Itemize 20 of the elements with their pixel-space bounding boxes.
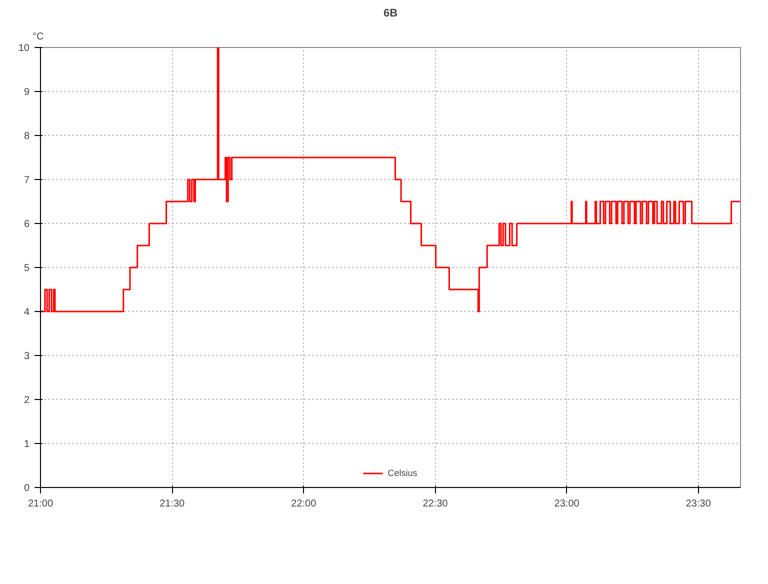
x-tick-label: 23:00 bbox=[554, 498, 580, 510]
x-tick-label: 23:30 bbox=[686, 498, 712, 510]
y-tick-label: 7 bbox=[24, 175, 30, 186]
chart-title: 6B bbox=[383, 8, 398, 20]
y-tick-label: 6 bbox=[24, 219, 30, 230]
legend-label: Celsius bbox=[388, 468, 418, 478]
y-tick-label: 5 bbox=[24, 263, 30, 274]
x-tick-label: 22:00 bbox=[291, 498, 317, 510]
y-tick-label: 8 bbox=[24, 131, 30, 142]
y-tick-label: 1 bbox=[24, 439, 30, 450]
y-tick-label: 10 bbox=[18, 43, 30, 54]
x-tick-label: 21:00 bbox=[28, 498, 54, 510]
x-tick-label: 21:30 bbox=[160, 498, 186, 510]
y-tick-label: 3 bbox=[24, 351, 30, 362]
y-tick-label: 9 bbox=[24, 87, 30, 98]
y-tick-label: 2 bbox=[24, 395, 30, 406]
y-axis-title: °C bbox=[32, 32, 44, 42]
y-tick-label: 4 bbox=[24, 307, 30, 318]
x-tick-label: 22:30 bbox=[422, 498, 448, 510]
y-tick-label: 0 bbox=[24, 483, 30, 494]
